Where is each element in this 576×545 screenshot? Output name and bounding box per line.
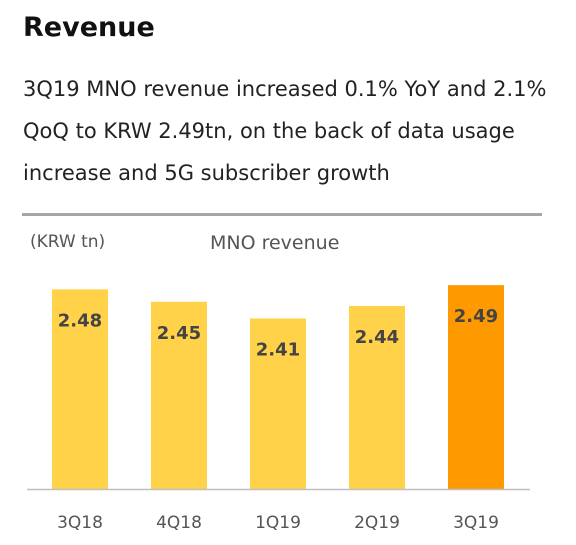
bar-value-label: 2.49 [454, 306, 498, 327]
bar-1q19 [250, 318, 306, 489]
chart-title: MNO revenue [210, 232, 340, 254]
x-tick-label: 4Q18 [156, 513, 202, 533]
bar-4q18 [151, 301, 207, 489]
page-title: Revenue [23, 12, 155, 43]
section-divider [22, 213, 542, 216]
x-tick-label: 3Q19 [453, 513, 499, 533]
x-tick-label: 2Q19 [354, 513, 400, 533]
bar-value-label: 2.45 [157, 323, 201, 344]
page-description: 3Q19 MNO revenue increased 0.1% YoY and … [23, 77, 547, 185]
bar-value-label: 2.41 [256, 339, 300, 360]
bar-value-label: 2.44 [355, 327, 399, 348]
bar-3q18 [52, 289, 108, 489]
x-tick-label: 3Q18 [57, 513, 103, 533]
chart-unit-label: (KRW tn) [30, 232, 106, 252]
x-tick-label: 1Q19 [255, 513, 301, 533]
bar-3q19 [448, 285, 504, 489]
bar-2q19 [349, 305, 405, 489]
bar-value-label: 2.48 [58, 310, 102, 331]
